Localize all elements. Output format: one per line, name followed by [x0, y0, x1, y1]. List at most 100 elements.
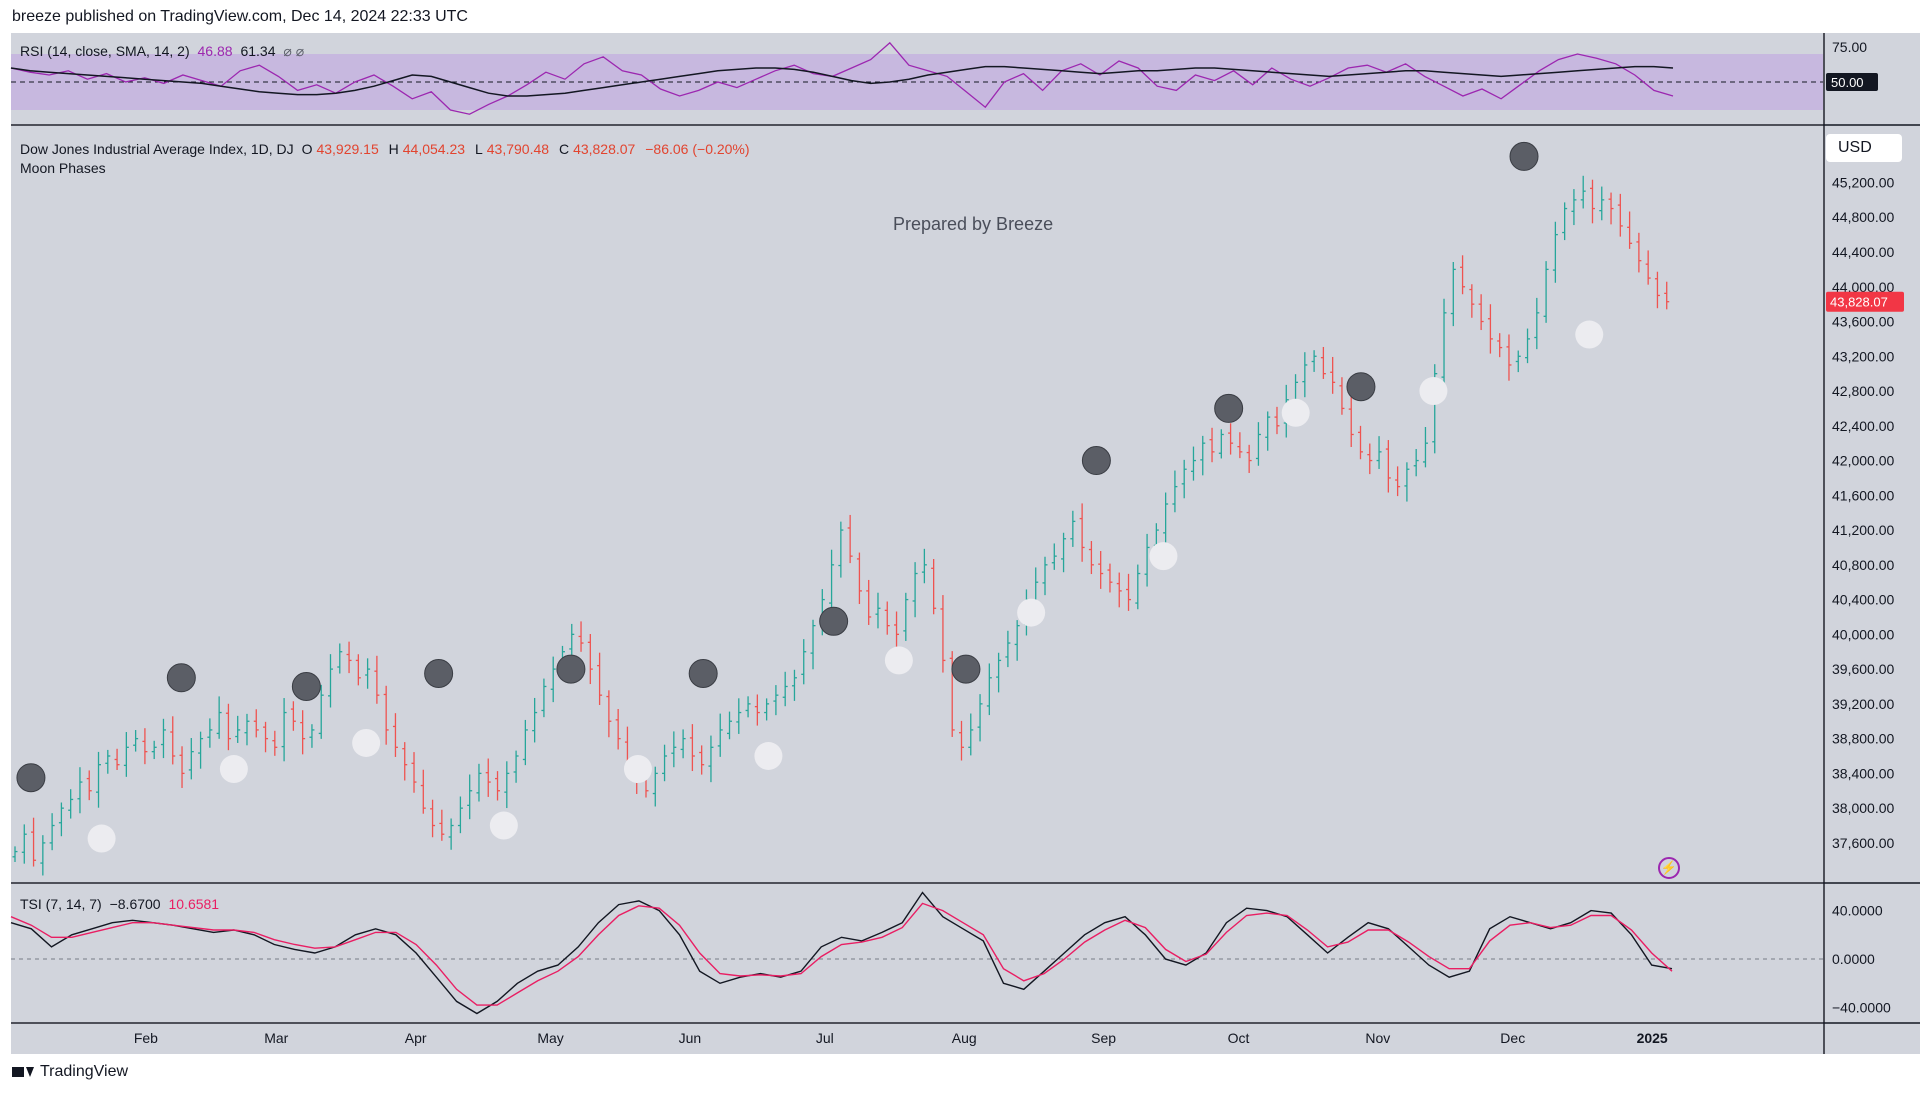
rsi-plot — [10, 41, 1823, 115]
candle — [1209, 427, 1215, 463]
candle — [699, 745, 705, 775]
rsi-legend-value: 46.88 — [197, 43, 233, 59]
candle — [931, 559, 937, 615]
rsi-tick-label: 75.00 — [1832, 39, 1867, 55]
candle — [495, 771, 501, 801]
candle — [1088, 541, 1094, 575]
candle — [31, 817, 37, 867]
candle — [188, 738, 194, 780]
candle — [1422, 427, 1428, 468]
new-moon-marker — [951, 654, 981, 684]
candle — [689, 724, 695, 772]
candle — [448, 818, 454, 850]
candle — [160, 718, 166, 759]
candle — [96, 751, 102, 808]
candle — [977, 694, 983, 742]
candle — [1163, 492, 1169, 547]
candle — [430, 799, 436, 838]
price-tick-label: 43,200.00 — [1832, 348, 1894, 364]
full-moon-marker — [884, 646, 913, 675]
candle — [838, 521, 844, 578]
candle — [912, 562, 918, 618]
x-tick-label: Feb — [134, 1030, 158, 1046]
watermark-text: Prepared by Breeze — [893, 214, 1054, 234]
candle — [281, 698, 287, 762]
price-tick-label: 44,400.00 — [1832, 244, 1894, 260]
candle — [402, 742, 408, 781]
candle — [1237, 432, 1243, 459]
candle — [717, 713, 723, 757]
candle — [170, 716, 176, 765]
tsi-signal-line — [10, 902, 1673, 1006]
candle — [207, 718, 213, 748]
candle — [875, 592, 881, 629]
candle — [1460, 255, 1466, 295]
candle — [1218, 429, 1224, 459]
new-moon-marker — [1509, 141, 1539, 171]
candle — [142, 728, 148, 765]
full-moon-marker — [1149, 542, 1178, 571]
candle — [810, 619, 816, 670]
candle — [1228, 423, 1234, 455]
candle — [253, 709, 259, 738]
candle — [485, 758, 491, 797]
candle — [578, 621, 584, 652]
price-tick-label: 39,200.00 — [1832, 696, 1894, 712]
candle — [856, 552, 862, 605]
candle — [21, 824, 27, 864]
candle — [671, 731, 677, 768]
candle — [290, 701, 296, 731]
candle — [884, 601, 890, 635]
x-tick-label: May — [537, 1030, 563, 1046]
main-legend[interactable]: Dow Jones Industrial Average Index, 1D, … — [20, 141, 754, 157]
candle — [1413, 448, 1419, 477]
candle — [1005, 630, 1011, 668]
candle — [1571, 189, 1577, 226]
price-tick-label: 42,800.00 — [1832, 383, 1894, 399]
tsi-tick-label: 0.0000 — [1832, 951, 1875, 967]
candle — [1627, 211, 1633, 249]
lightning-icon[interactable]: ⚡ — [1658, 857, 1680, 879]
xaxis-bg — [11, 1024, 1823, 1054]
x-tick-label: Jul — [816, 1030, 834, 1046]
candle — [198, 731, 204, 769]
candle — [77, 767, 83, 814]
new-moon-marker — [16, 763, 46, 793]
footer-brand[interactable]: TradingView — [12, 1063, 128, 1081]
rsi-legend[interactable]: RSI (14, close, SMA, 14, 2) 46.88 61.34 … — [20, 43, 308, 60]
tsi-legend[interactable]: TSI (7, 14, 7) −8.6700 10.6581 — [20, 896, 223, 912]
candle — [1116, 572, 1122, 608]
currency-button[interactable]: USD — [1826, 134, 1902, 162]
candle — [439, 809, 445, 841]
candle — [764, 698, 770, 721]
candle — [727, 711, 733, 740]
full-moon-marker — [489, 811, 518, 840]
tsi-legend-signal: 10.6581 — [168, 896, 220, 912]
candle — [801, 639, 807, 685]
candle — [365, 658, 371, 689]
candle — [263, 721, 269, 753]
candle — [476, 763, 482, 802]
candle — [1051, 543, 1057, 570]
price-tick-label: 40,000.00 — [1832, 626, 1894, 642]
candle — [1506, 334, 1512, 381]
tsi-tick-label: −40.0000 — [1832, 999, 1891, 1015]
candle — [337, 643, 343, 674]
full-moon-marker — [754, 742, 783, 770]
hide-icon[interactable]: ⌀ ⌀ — [283, 43, 305, 59]
moon-phases-legend[interactable]: Moon Phases — [20, 160, 110, 176]
candle — [235, 715, 241, 743]
candle — [791, 669, 797, 701]
candle — [1358, 425, 1364, 460]
candle — [1135, 564, 1141, 610]
candle — [1348, 395, 1354, 447]
candle — [1274, 406, 1280, 435]
price-tick-label: 39,600.00 — [1832, 661, 1894, 677]
full-moon-marker — [1575, 320, 1604, 349]
candle — [1562, 202, 1568, 241]
candle — [652, 766, 658, 807]
candle — [1200, 435, 1206, 476]
symbol-name: Dow Jones Industrial Average Index, 1D, … — [20, 141, 294, 157]
candle — [1330, 356, 1336, 394]
